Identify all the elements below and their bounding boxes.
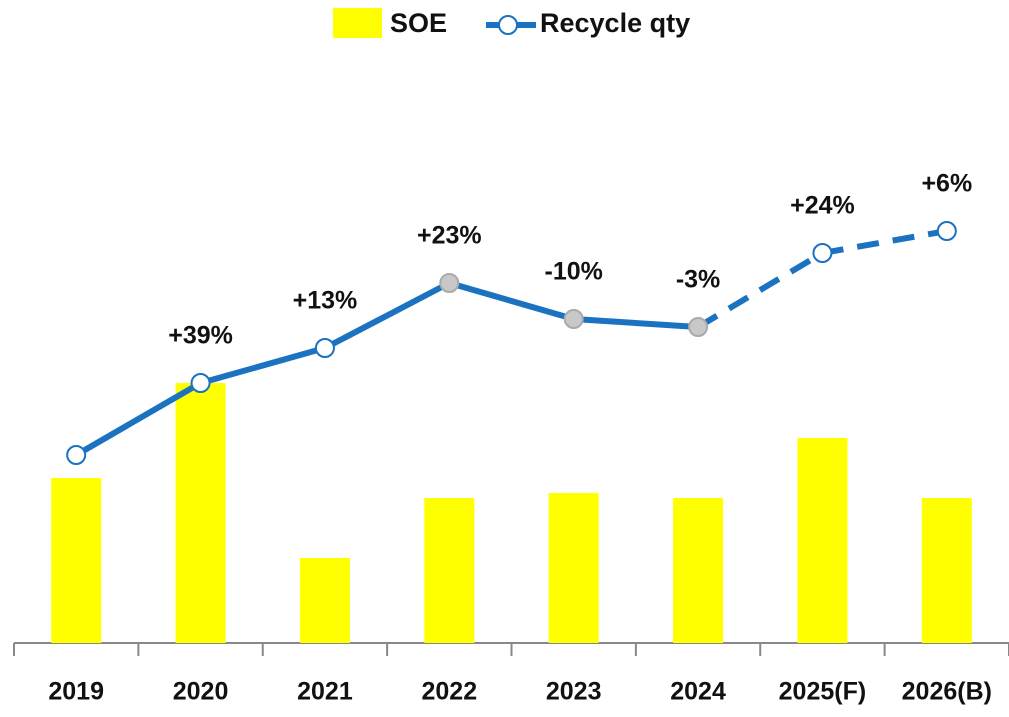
marker	[66, 445, 87, 465]
bar	[175, 383, 226, 643]
x-tick-label: 2026(B)	[902, 678, 992, 706]
x-tick-label: 2019	[48, 678, 104, 706]
bar	[299, 558, 350, 643]
bar	[797, 438, 848, 643]
annotation: -3%	[676, 266, 720, 294]
legend-label: Recycle qty	[540, 8, 690, 38]
line	[74, 280, 699, 458]
x-tick-label: 2021	[297, 678, 353, 706]
annotation: +23%	[417, 222, 482, 250]
marker	[688, 317, 709, 337]
x-tick-label: 2025(F)	[779, 678, 867, 706]
annotation: +24%	[790, 192, 855, 220]
annotation: +13%	[293, 287, 358, 315]
marker	[439, 273, 460, 293]
x-tick-label: 2022	[422, 678, 478, 706]
x-tick-label: 2023	[546, 678, 602, 706]
marker	[190, 373, 211, 393]
x-tick-label: 2020	[173, 678, 229, 706]
marker	[314, 338, 335, 358]
legend-label: SOE	[390, 8, 447, 38]
bar	[51, 478, 102, 643]
bar	[548, 493, 599, 643]
bar	[921, 498, 972, 643]
annotation: +6%	[921, 170, 972, 198]
legend-swatch	[333, 8, 382, 38]
annotation: -10%	[545, 258, 603, 286]
annotation: +39%	[168, 322, 233, 350]
bar	[673, 498, 724, 643]
marker	[563, 309, 584, 329]
marker	[936, 221, 957, 241]
legend-marker	[498, 15, 518, 35]
marker	[812, 243, 833, 263]
x-tick-label: 2024	[670, 678, 726, 706]
bar	[424, 498, 475, 643]
